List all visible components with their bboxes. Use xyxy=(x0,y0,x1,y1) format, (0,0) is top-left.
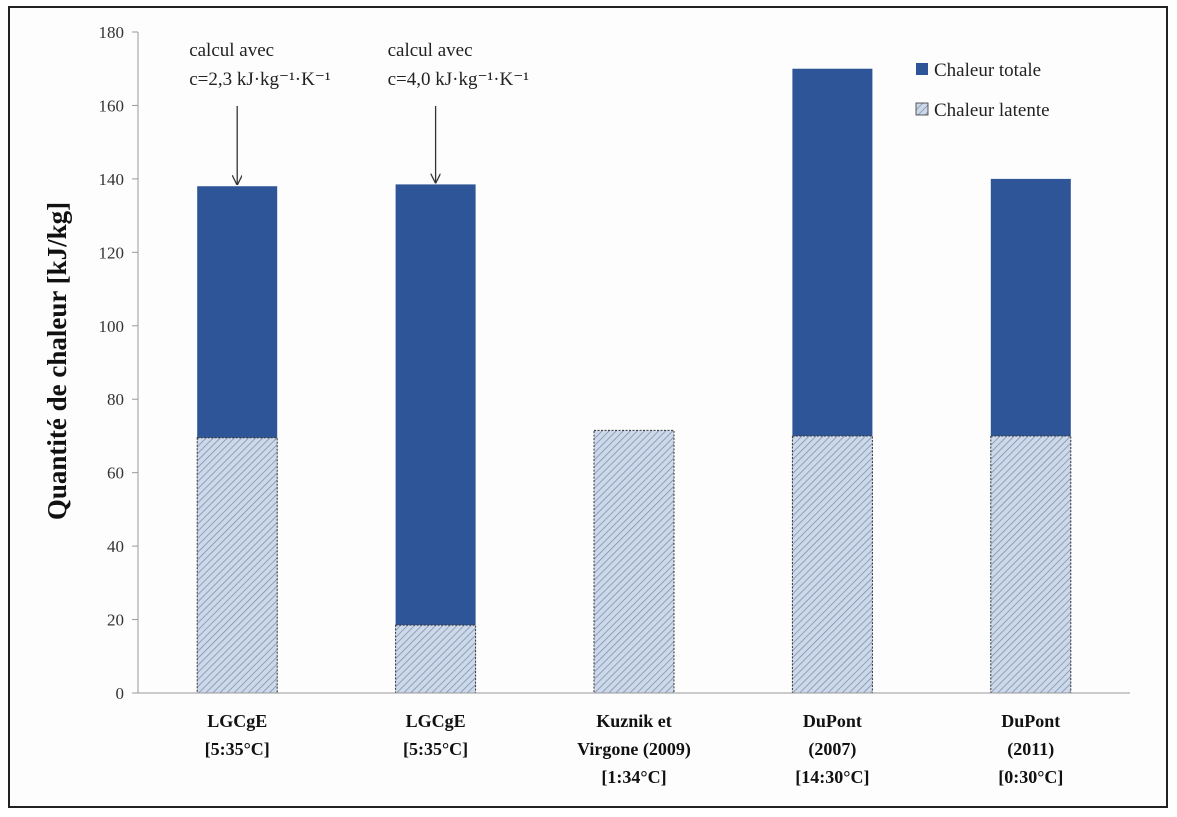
legend-swatch xyxy=(915,102,929,116)
x-category-label: DuPont xyxy=(1001,711,1060,731)
x-category-label: [1:34°C] xyxy=(601,767,666,787)
bars xyxy=(196,68,1072,694)
x-axis: LGCgE [5:35°C] LGCgE [5:35°C] Kuznik et Virgo… xyxy=(138,692,1130,787)
y-tick-label: 140 xyxy=(99,170,125,189)
x-category-label: [0:30°C] xyxy=(998,767,1063,787)
bar-chaleur-latente xyxy=(196,437,278,694)
x-category-label: Virgone (2009) xyxy=(577,739,691,760)
x-category-label: [5:35°C] xyxy=(403,739,468,759)
annotation-text: c=2,3 kJ·kg⁻¹·K⁻¹ xyxy=(189,69,331,90)
bar-chaleur-latente xyxy=(593,429,675,694)
legend-swatch xyxy=(916,63,928,75)
y-axis: 0 20 40 60 80 100 120 140 160 180 xyxy=(99,23,139,703)
annotation-text: calcul avec xyxy=(189,40,274,61)
x-category-label: [5:35°C] xyxy=(205,739,270,759)
legend-label: Chaleur latente xyxy=(934,100,1050,121)
x-category-label: Kuznik et xyxy=(596,711,672,731)
y-tick-label: 20 xyxy=(107,611,124,630)
legend-label: Chaleur totale xyxy=(934,60,1041,81)
annotation-text: c=4,0 kJ·kg⁻¹·K⁻¹ xyxy=(388,69,530,90)
bar-chaleur-latente xyxy=(791,435,873,694)
x-category-label: (2007) xyxy=(808,739,856,760)
y-tick-label: 80 xyxy=(107,390,124,409)
y-tick-label: 100 xyxy=(99,317,125,336)
y-tick-label: 40 xyxy=(107,537,124,556)
bar-chaleur-latente xyxy=(990,435,1072,694)
x-category-label: LGCgE xyxy=(207,711,267,731)
bar-chaleur-latente xyxy=(395,624,477,694)
y-tick-label: 180 xyxy=(99,23,125,42)
y-tick-label: 120 xyxy=(99,243,125,262)
annotation-text: calcul avec xyxy=(388,40,473,61)
x-category-label: (2011) xyxy=(1007,739,1054,760)
x-category-label: LGCgE xyxy=(406,711,466,731)
y-tick-label: 160 xyxy=(99,96,125,115)
y-axis-label: Quantité de chaleur [kJ/kg] xyxy=(42,202,72,520)
y-tick-label: 0 xyxy=(116,684,125,703)
legend: Chaleur totale Chaleur latente xyxy=(915,60,1050,121)
annotations: calcul avec c=2,3 kJ·kg⁻¹·K⁻¹ calcul avec c… xyxy=(189,40,529,184)
x-category-label: [14:30°C] xyxy=(795,767,869,787)
x-category-label: DuPont xyxy=(803,711,862,731)
y-tick-label: 60 xyxy=(107,464,124,483)
bar-chaleur-totale xyxy=(395,184,476,693)
